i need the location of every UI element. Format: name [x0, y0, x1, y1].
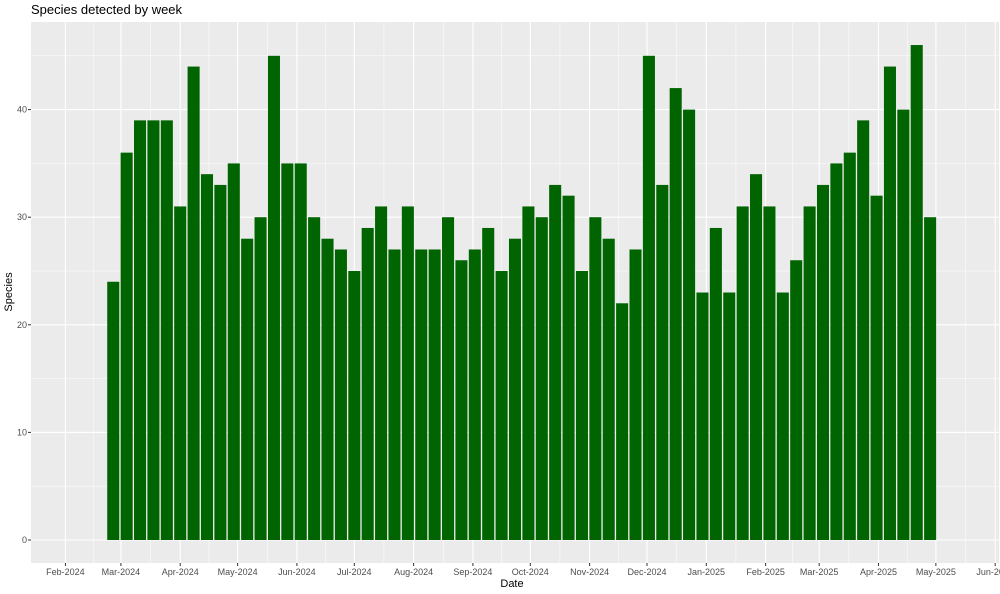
bar	[468, 249, 481, 541]
bar	[134, 120, 147, 541]
bar	[683, 109, 696, 540]
bar	[803, 206, 816, 540]
x-tick-label: Nov-2024	[570, 567, 609, 577]
bar	[187, 66, 200, 540]
x-tick-label: May-2024	[218, 567, 258, 577]
bar	[160, 120, 173, 541]
x-tick-label: Mar-2025	[800, 567, 839, 577]
bar	[575, 271, 588, 540]
x-tick-label: Sep-2024	[453, 567, 492, 577]
x-tick-label: Aug-2024	[394, 567, 433, 577]
bar	[830, 163, 843, 540]
x-tick-label: Mar-2024	[102, 567, 141, 577]
bar	[254, 217, 267, 540]
bar	[750, 174, 763, 540]
bar	[723, 292, 736, 540]
x-axis: Feb-2024 Mar-2024 Apr-2024 May-2024 Jun-2024…	[46, 563, 1000, 577]
x-tick-label: Jan-2025	[688, 567, 726, 577]
bar	[388, 249, 401, 541]
y-tick-label: 20	[17, 320, 27, 330]
bar	[321, 238, 334, 540]
bar	[669, 88, 682, 540]
bar	[616, 303, 629, 540]
x-tick-label: Feb-2024	[46, 567, 85, 577]
bar	[910, 45, 923, 540]
bar	[696, 292, 709, 540]
bar	[495, 271, 508, 540]
y-tick-label: 30	[17, 212, 27, 222]
bar	[736, 206, 749, 540]
bar	[709, 227, 722, 540]
bar	[482, 227, 495, 540]
bar	[241, 238, 254, 540]
bar	[870, 195, 883, 540]
x-tick-label: Feb-2025	[746, 567, 785, 577]
y-axis-title: Species	[3, 272, 15, 312]
bar	[642, 55, 655, 541]
bar	[281, 163, 294, 540]
bar	[843, 152, 856, 540]
bar	[442, 217, 455, 540]
bar	[776, 292, 789, 540]
bar	[857, 120, 870, 541]
bar	[924, 217, 937, 540]
y-tick-label: 0	[22, 535, 27, 545]
x-tick-label: Jul-2024	[337, 567, 372, 577]
bar	[308, 217, 321, 540]
x-tick-label: Apr-2025	[860, 567, 897, 577]
bar	[120, 152, 133, 540]
x-tick-label: Apr-2024	[162, 567, 199, 577]
bar	[656, 184, 669, 541]
bar	[174, 206, 187, 540]
bar	[816, 184, 830, 541]
chart-title: Species detected by week	[31, 2, 183, 17]
bar	[883, 66, 896, 540]
bar	[549, 184, 562, 541]
bar	[897, 109, 910, 540]
bar	[214, 184, 227, 541]
bar	[361, 227, 374, 540]
bars	[107, 45, 937, 541]
bar	[294, 163, 307, 540]
bar	[763, 206, 776, 540]
bar	[375, 206, 388, 540]
bar	[200, 174, 214, 540]
bar	[522, 206, 535, 540]
bar	[428, 249, 441, 541]
bar	[415, 249, 428, 541]
bar	[107, 281, 120, 540]
bar	[589, 217, 602, 540]
bar	[334, 249, 347, 541]
x-tick-label: Jun-2025	[976, 567, 1000, 577]
bar	[508, 238, 522, 540]
bar	[267, 55, 280, 541]
bar	[535, 217, 548, 540]
x-tick-label: Dec-2024	[627, 567, 666, 577]
y-tick-label: 40	[17, 105, 27, 115]
x-tick-label: May-2025	[916, 567, 956, 577]
x-tick-label: Jun-2024	[278, 567, 316, 577]
bar	[629, 249, 642, 541]
bar	[562, 195, 575, 540]
x-axis-title: Date	[500, 578, 523, 590]
bar	[348, 271, 361, 540]
y-tick-label: 10	[17, 427, 27, 437]
bar	[401, 206, 414, 540]
bar	[790, 260, 803, 540]
y-axis: 0 10 20 30 40	[17, 105, 31, 545]
bar	[147, 120, 160, 541]
bar	[455, 260, 468, 540]
x-tick-label: Oct-2024	[512, 567, 549, 577]
bar	[227, 163, 240, 540]
bar	[602, 238, 615, 540]
